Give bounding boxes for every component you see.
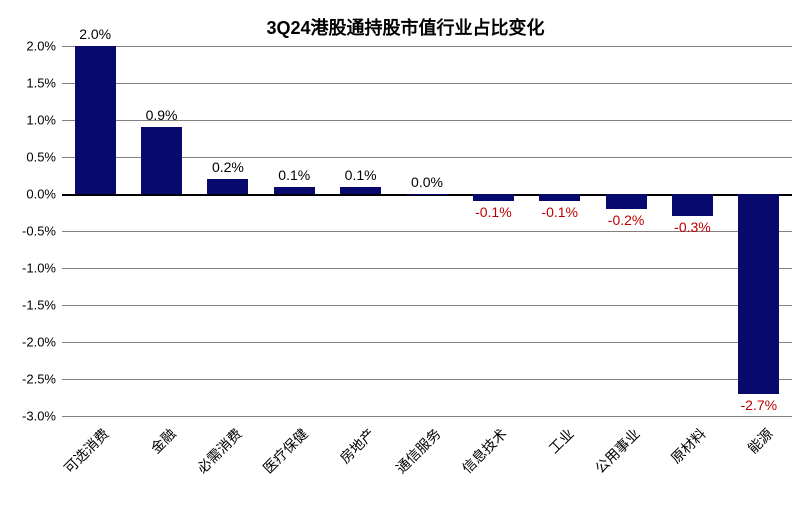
bar bbox=[207, 179, 248, 194]
bar bbox=[473, 194, 514, 201]
bar-value-label: 2.0% bbox=[79, 26, 111, 42]
gridline bbox=[62, 416, 792, 417]
bar bbox=[75, 46, 116, 194]
bar bbox=[340, 187, 381, 194]
x-tick-label: 必需消费 bbox=[192, 424, 246, 478]
plot-area: 2.0%1.5%1.0%0.5%0.0%-0.5%-1.0%-1.5%-2.0%… bbox=[62, 46, 792, 416]
bar-value-label: 0.9% bbox=[146, 107, 178, 123]
bar-value-label: 0.1% bbox=[278, 167, 310, 183]
x-tick-label: 金融 bbox=[146, 424, 180, 458]
bar-value-label: -2.7% bbox=[741, 397, 778, 413]
gridline bbox=[62, 342, 792, 343]
bar-value-label: -0.1% bbox=[541, 204, 578, 220]
chart-title: 3Q24港股通持股市值行业占比变化 bbox=[0, 14, 811, 40]
x-tick-label: 通信服务 bbox=[391, 424, 445, 478]
y-tick-label: -1.5% bbox=[22, 298, 62, 313]
y-tick-label: 2.0% bbox=[26, 39, 62, 54]
x-tick-label: 房地产 bbox=[335, 424, 379, 468]
bar bbox=[606, 194, 647, 209]
bar bbox=[274, 187, 315, 194]
gridline bbox=[62, 83, 792, 84]
gridline bbox=[62, 379, 792, 380]
y-tick-label: 0.5% bbox=[26, 150, 62, 165]
bar bbox=[406, 194, 447, 195]
y-tick-label: 1.0% bbox=[26, 113, 62, 128]
y-tick-label: 1.5% bbox=[26, 76, 62, 91]
bar-value-label: -0.2% bbox=[608, 212, 645, 228]
x-tick-label: 工业 bbox=[544, 424, 578, 458]
bar-value-label: 0.0% bbox=[411, 174, 443, 190]
bar bbox=[672, 194, 713, 216]
x-tick-label: 公用事业 bbox=[590, 424, 644, 478]
x-tick-label: 能源 bbox=[743, 424, 777, 458]
bar-value-label: 0.1% bbox=[345, 167, 377, 183]
y-tick-label: -0.5% bbox=[22, 224, 62, 239]
gridline bbox=[62, 305, 792, 306]
bar-value-label: -0.3% bbox=[674, 219, 711, 235]
bar-value-label: -0.1% bbox=[475, 204, 512, 220]
x-tick-label: 可选消费 bbox=[60, 424, 114, 478]
y-tick-label: -2.0% bbox=[22, 335, 62, 350]
y-tick-label: 0.0% bbox=[26, 187, 62, 202]
gridline bbox=[62, 46, 792, 47]
x-tick-label: 原材料 bbox=[667, 424, 711, 468]
bar-value-label: 0.2% bbox=[212, 159, 244, 175]
bar bbox=[141, 127, 182, 194]
bar bbox=[539, 194, 580, 201]
x-tick-label: 信息技术 bbox=[458, 424, 512, 478]
gridline bbox=[62, 268, 792, 269]
y-tick-label: -1.0% bbox=[22, 261, 62, 276]
bar bbox=[738, 194, 779, 394]
y-tick-label: -3.0% bbox=[22, 409, 62, 424]
x-tick-label: 医疗保健 bbox=[259, 424, 313, 478]
y-tick-label: -2.5% bbox=[22, 372, 62, 387]
chart-container: 3Q24港股通持股市值行业占比变化 2.0%1.5%1.0%0.5%0.0%-0… bbox=[0, 0, 811, 511]
